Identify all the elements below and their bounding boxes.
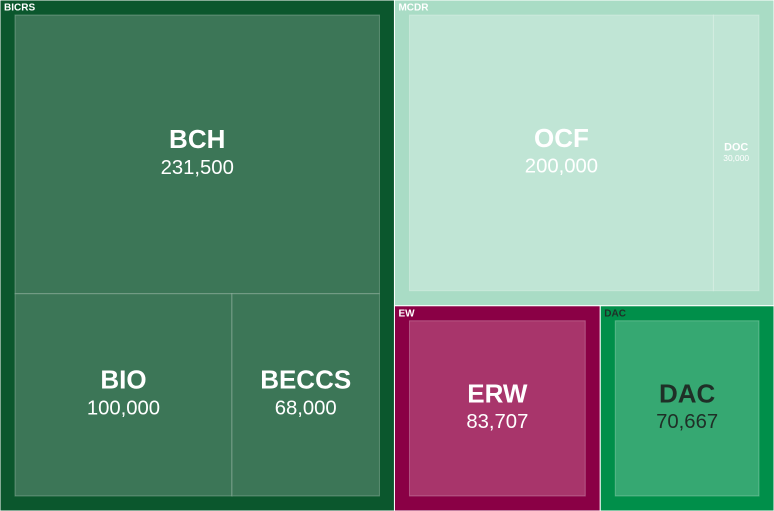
tile (712, 14, 760, 292)
tile-label: BCH (169, 124, 225, 154)
tile-label: BIO (100, 365, 146, 395)
tile-value: 100,000 (87, 398, 160, 420)
group-label: BICRS (4, 3, 35, 14)
tile-value: 30,000 (723, 153, 749, 163)
tile-label: OCF (534, 123, 589, 153)
tile (408, 320, 586, 497)
tile-label: BECCS (260, 365, 351, 395)
tile-value: 68,000 (275, 398, 337, 420)
tile-value: 200,000 (525, 156, 598, 178)
tile (231, 293, 380, 497)
tile-value: 83,707 (466, 411, 528, 433)
tile-label: DAC (659, 378, 716, 408)
tile-label: DOC (724, 141, 748, 153)
tile (614, 320, 760, 497)
tile (14, 293, 233, 497)
tile-value: 231,500 (161, 157, 234, 179)
group-label: DAC (604, 308, 626, 319)
group-label: EW (398, 308, 415, 319)
tile (408, 14, 714, 292)
group-label: MCDR (398, 3, 429, 14)
tile-label: ERW (467, 378, 528, 408)
tile (14, 14, 380, 295)
tile-value: 70,667 (656, 411, 718, 433)
